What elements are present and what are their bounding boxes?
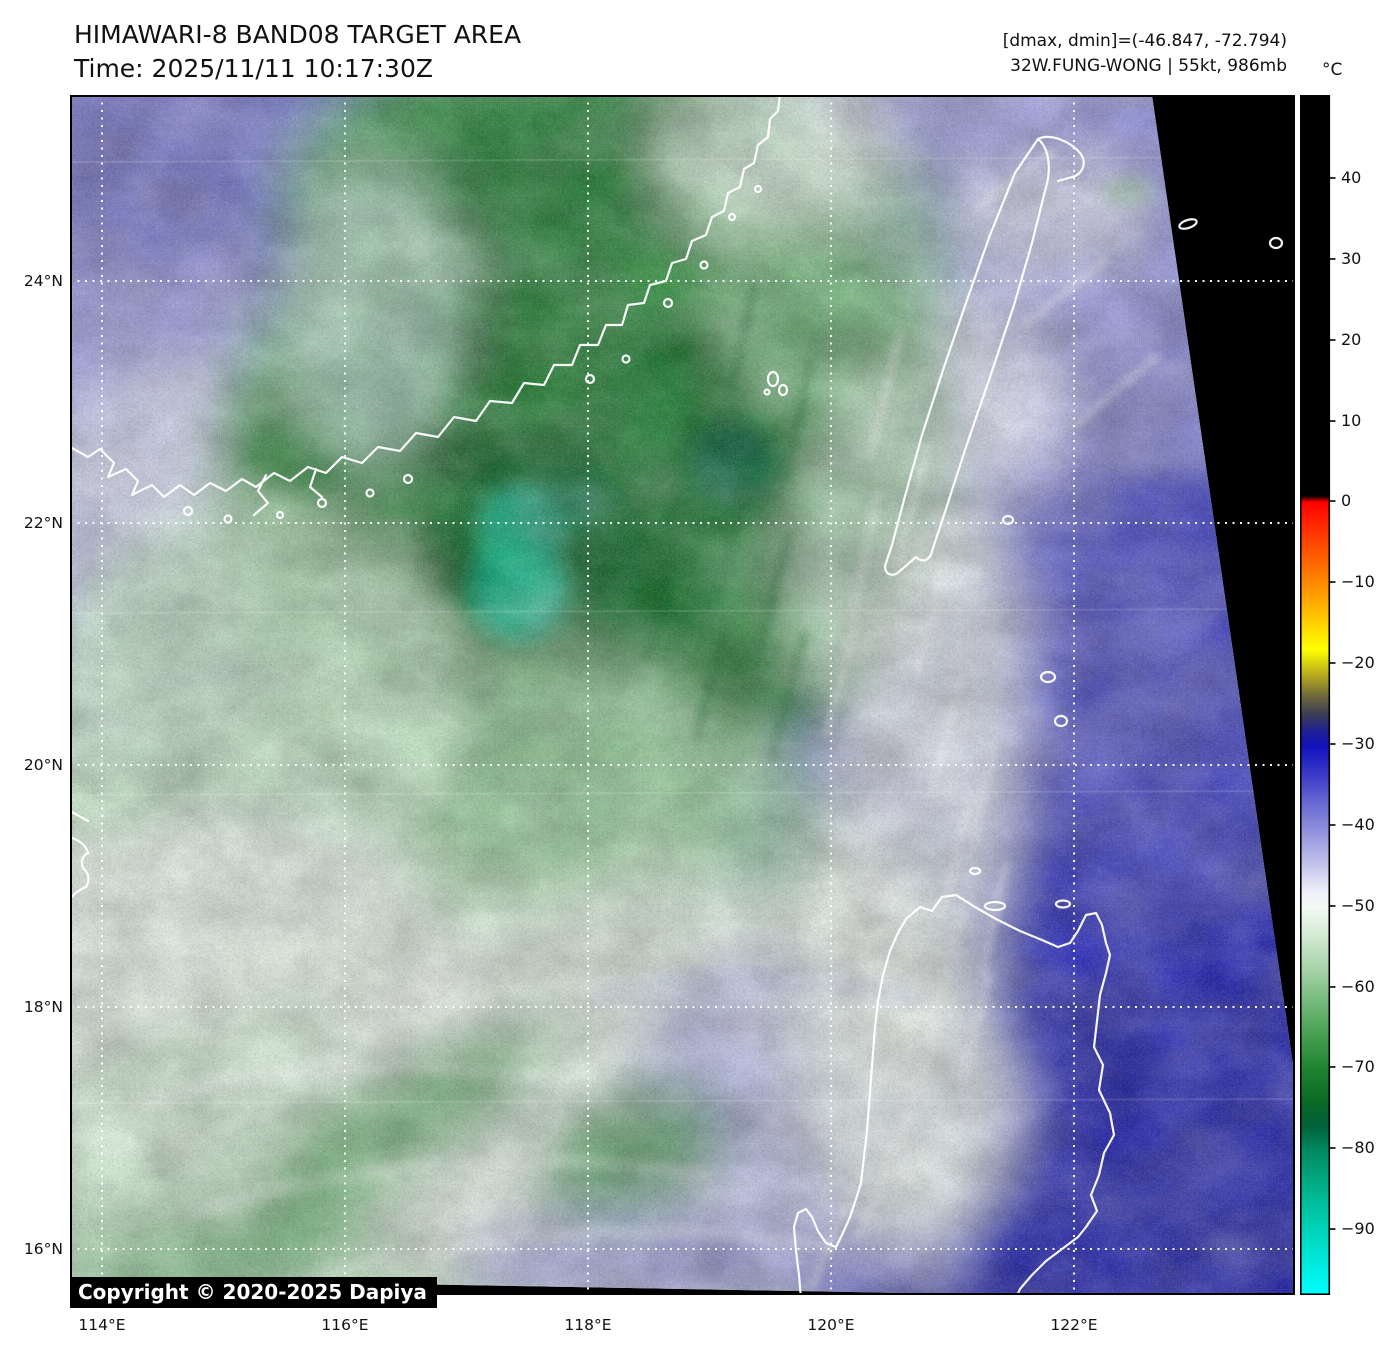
x-axis-label: 116°E — [321, 1316, 369, 1334]
colorbar-tick-label: −50 — [1341, 896, 1375, 915]
colorbar-ticks — [1329, 177, 1336, 1230]
colorbar-border — [1300, 95, 1331, 1295]
plot-border — [70, 95, 1295, 1295]
colorbar-tick-label: −40 — [1341, 815, 1375, 834]
dmax-dmin-annotation: [dmax, dmin]=(-46.847, -72.794) — [1002, 31, 1287, 51]
swath-data — [70, 95, 1295, 1295]
colorbar-tick-label: −80 — [1341, 1138, 1375, 1157]
page-title: HIMAWARI-8 BAND08 TARGET AREA — [74, 20, 522, 49]
satellite-image — [70, 95, 1295, 1295]
colorbar-gradient — [1300, 95, 1330, 1295]
colorbar — [1300, 95, 1336, 1295]
x-axis-label: 120°E — [807, 1316, 855, 1334]
y-axis-label: 22°N — [23, 514, 63, 532]
colorbar-tick-label: 40 — [1341, 168, 1362, 187]
colorbar-tick-label: −90 — [1341, 1219, 1375, 1238]
scan-seams — [70, 156, 1295, 1104]
copyright-label: Copyright © 2020-2025 Dapiya — [70, 1277, 437, 1308]
y-axis-label: 20°N — [23, 756, 63, 774]
colorbar-tick-label: −10 — [1341, 572, 1375, 591]
coastlines — [70, 95, 1284, 1295]
x-axis-label: 114°E — [78, 1316, 126, 1334]
x-axis-label: 122°E — [1050, 1316, 1098, 1334]
colorbar-tick-label: −70 — [1341, 1057, 1375, 1076]
x-axis-label: 118°E — [564, 1316, 612, 1334]
colorbar-tick-label: −30 — [1341, 734, 1375, 753]
storm-info-annotation: 32W.FUNG-WONG | 55kt, 986mb — [1010, 56, 1287, 76]
gridlines — [70, 95, 1295, 1295]
colorbar-unit-label: °C — [1322, 60, 1343, 80]
colorbar-tick-label: −20 — [1341, 653, 1375, 672]
colorbar-tick-label: 10 — [1341, 411, 1362, 430]
colorbar-tick-label: 20 — [1341, 330, 1362, 349]
sensor-grain-dark — [70, 95, 1295, 1295]
timestamp-label: Time: 2025/11/11 10:17:30Z — [74, 54, 433, 83]
y-axis-label: 24°N — [23, 272, 63, 290]
y-axis-label: 18°N — [23, 998, 63, 1016]
y-axis-label: 16°N — [23, 1240, 63, 1258]
colorbar-tick-label: 30 — [1341, 249, 1362, 268]
colorbar-tick-label: −60 — [1341, 977, 1375, 996]
colorbar-tick-label: 0 — [1341, 491, 1352, 510]
